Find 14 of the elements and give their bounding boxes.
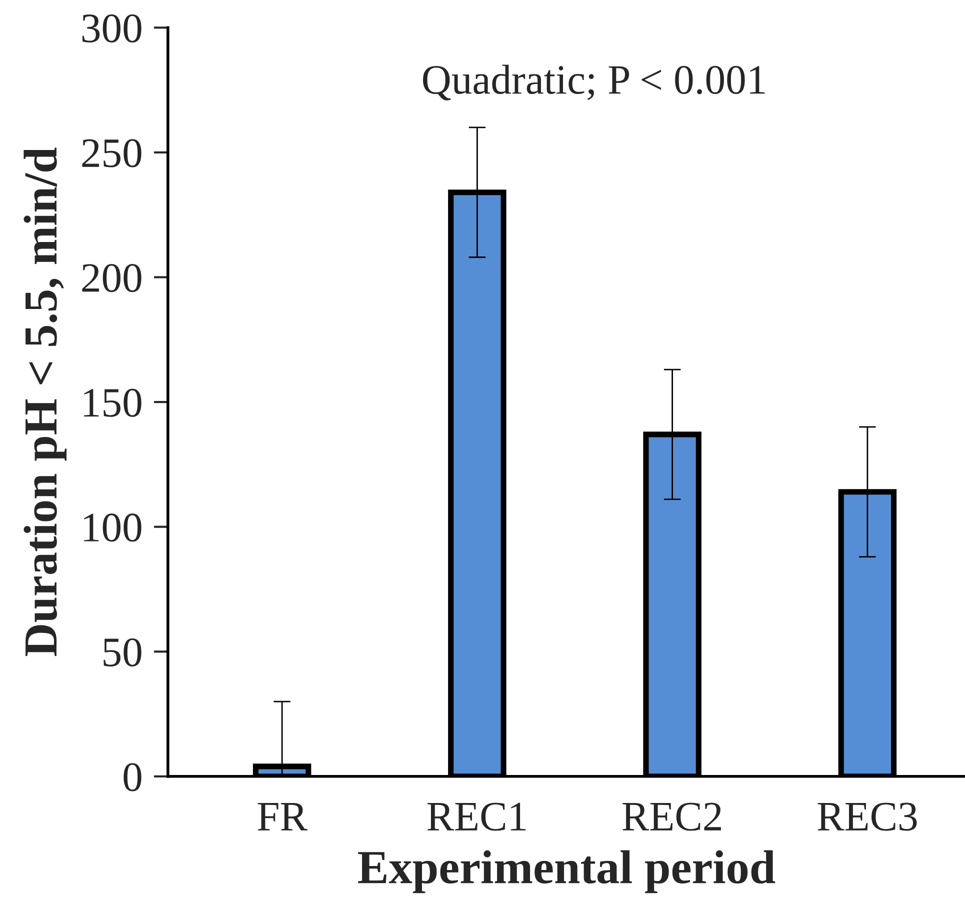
annotation: Quadratic; P < 0.001	[422, 64, 765, 100]
x-tick-label: REC3	[818, 802, 917, 831]
x-tick-label: REC1	[427, 802, 526, 831]
x-tick-label: FR	[258, 803, 308, 830]
y-tick-label: 300	[82, 14, 142, 42]
y-tick-label: 150	[84, 388, 142, 417]
y-tick-label: 100	[84, 514, 142, 542]
x-axis-title: Experimental period	[358, 850, 776, 894]
y-tick-label: 200	[82, 264, 142, 292]
y-tick-label: 0	[124, 763, 142, 792]
x-tick-label: REC2	[622, 802, 721, 831]
y-tick-label: 50	[104, 638, 142, 666]
y-axis-title: Duration pH < 5.5, min/d	[24, 148, 67, 656]
y-tick-label: 250	[82, 139, 142, 168]
